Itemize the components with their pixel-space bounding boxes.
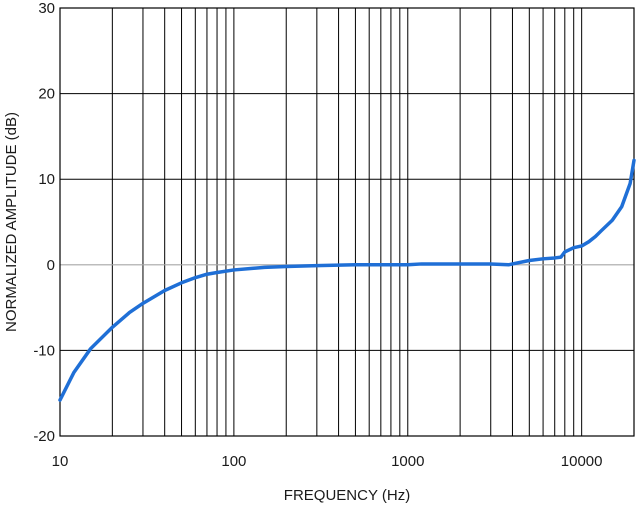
plot-frame <box>59 7 635 437</box>
series-line-0 <box>58 158 636 402</box>
x-tick-label: 1000 <box>391 453 424 470</box>
plot-frame-rect <box>59 7 635 437</box>
y-tick-label: -20 <box>33 428 55 445</box>
y-tick-label: 10 <box>38 171 55 188</box>
grid <box>59 7 635 437</box>
tick-labels: 10 100 1000 10000 -20 -10 0 10 20 30 <box>33 0 602 470</box>
y-tick-label: 0 <box>47 257 55 274</box>
y-axis-title: NORMALIZED AMPLITUDE (dB) <box>3 112 20 332</box>
series-layer <box>58 158 636 402</box>
y-tick-label: 30 <box>38 0 55 17</box>
x-tick-label: 100 <box>221 453 246 470</box>
y-tick-label: -10 <box>33 342 55 359</box>
x-axis-title: FREQUENCY (Hz) <box>284 487 410 504</box>
x-tick-label: 10 <box>52 453 69 470</box>
x-tick-label: 10000 <box>561 453 603 470</box>
y-tick-label: 20 <box>38 86 55 103</box>
